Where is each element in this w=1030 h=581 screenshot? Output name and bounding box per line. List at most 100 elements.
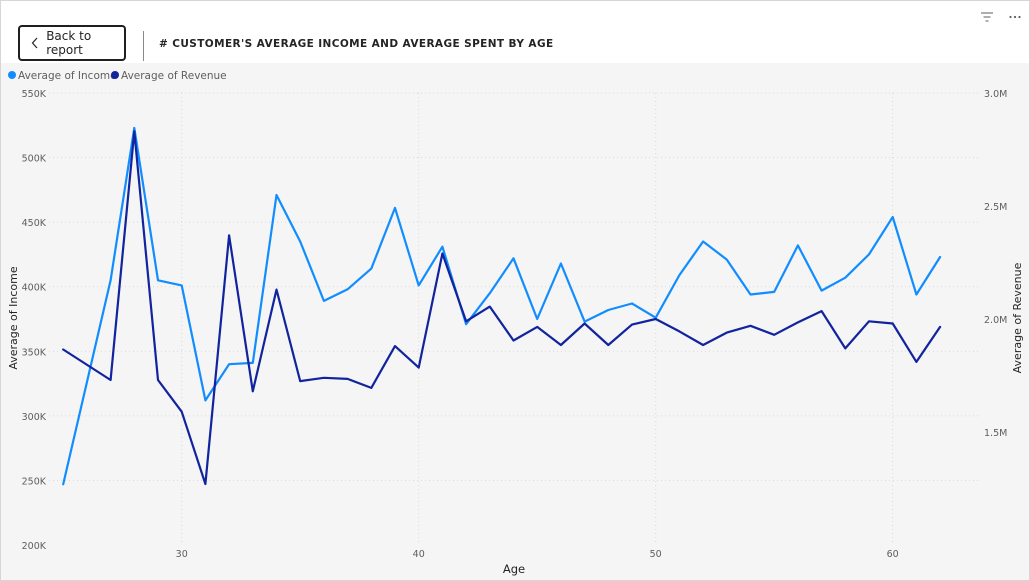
x-axis-title: Age xyxy=(503,562,525,576)
data-point-revenue[interactable] xyxy=(772,332,777,337)
data-point-revenue[interactable] xyxy=(440,251,445,256)
data-point-revenue[interactable] xyxy=(511,338,516,343)
data-point-income[interactable] xyxy=(487,291,492,296)
data-point-income[interactable] xyxy=(819,288,824,293)
data-point-income[interactable] xyxy=(321,298,326,303)
data-point-revenue[interactable] xyxy=(416,365,421,370)
data-point-income[interactable] xyxy=(890,214,895,219)
data-point-revenue[interactable] xyxy=(890,321,895,326)
data-point-revenue[interactable] xyxy=(179,409,184,414)
data-point-revenue[interactable] xyxy=(321,375,326,380)
y-right-tick-label: 2.5M xyxy=(984,202,1007,213)
x-tick-label: 30 xyxy=(176,549,188,560)
series-lines xyxy=(61,126,943,487)
series-line-income[interactable] xyxy=(62,126,942,486)
data-point-revenue[interactable] xyxy=(345,376,350,381)
data-point-income[interactable] xyxy=(772,289,777,294)
data-point-income[interactable] xyxy=(179,283,184,288)
grid-layer xyxy=(49,92,978,545)
data-point-revenue[interactable] xyxy=(748,323,753,328)
y-left-tick-labels: 200K 250K 300K 350K 400K 450K 500K 550K xyxy=(22,89,47,552)
y-left-axis-title: Average of Income xyxy=(7,266,20,369)
legend-label-revenue[interactable]: Average of Revenue xyxy=(121,70,227,82)
data-point-income[interactable] xyxy=(795,243,800,248)
data-point-revenue[interactable] xyxy=(724,330,729,335)
data-point-income[interactable] xyxy=(606,307,611,312)
data-point-revenue[interactable] xyxy=(914,359,919,364)
data-point-revenue[interactable] xyxy=(535,324,540,329)
data-point-income[interactable] xyxy=(274,193,279,198)
data-point-revenue[interactable] xyxy=(464,319,469,324)
data-point-revenue[interactable] xyxy=(298,379,303,384)
data-point-income[interactable] xyxy=(108,278,113,283)
x-tick-label: 40 xyxy=(413,549,425,560)
data-point-revenue[interactable] xyxy=(677,329,682,334)
x-tick-label: 60 xyxy=(887,549,899,560)
data-point-revenue[interactable] xyxy=(487,304,492,309)
data-point-income[interactable] xyxy=(369,266,374,271)
data-point-revenue[interactable] xyxy=(606,342,611,347)
y-right-tick-labels: 1.5M 2.0M 2.5M 3.0M xyxy=(984,89,1007,439)
data-point-income[interactable] xyxy=(535,317,540,322)
data-point-income[interactable] xyxy=(724,257,729,262)
data-point-income[interactable] xyxy=(440,244,445,249)
y-left-tick-label: 550K xyxy=(22,89,47,100)
data-point-revenue[interactable] xyxy=(203,481,208,486)
x-tick-labels: 30 40 50 60 xyxy=(176,549,899,560)
legend-label-income[interactable]: Average of Income xyxy=(18,70,117,82)
y-right-tick-label: 1.5M xyxy=(984,428,1007,439)
data-point-revenue[interactable] xyxy=(629,322,634,327)
y-left-tick-label: 300K xyxy=(22,412,47,423)
legend: Average of Income Average of Revenue xyxy=(8,70,227,82)
data-point-revenue[interactable] xyxy=(369,385,374,390)
data-point-income[interactable] xyxy=(250,360,255,365)
data-point-revenue[interactable] xyxy=(795,320,800,325)
data-point-revenue[interactable] xyxy=(274,287,279,292)
data-point-revenue[interactable] xyxy=(108,378,113,383)
data-point-revenue[interactable] xyxy=(156,378,161,383)
back-to-report-button[interactable]: Back to report xyxy=(18,25,126,61)
y-left-tick-label: 400K xyxy=(22,283,47,294)
data-point-income[interactable] xyxy=(227,362,232,367)
data-point-revenue[interactable] xyxy=(558,342,563,347)
data-point-revenue[interactable] xyxy=(61,347,66,352)
data-point-revenue[interactable] xyxy=(701,342,706,347)
legend-marker-income xyxy=(8,71,16,79)
data-point-income[interactable] xyxy=(866,252,871,257)
data-point-income[interactable] xyxy=(701,239,706,244)
data-point-income[interactable] xyxy=(298,239,303,244)
data-point-income[interactable] xyxy=(558,261,563,266)
data-point-income[interactable] xyxy=(393,205,398,210)
data-point-income[interactable] xyxy=(511,256,516,261)
data-point-income[interactable] xyxy=(629,301,634,306)
data-point-revenue[interactable] xyxy=(843,346,848,351)
focus-header: Back to report # CUSTOMER'S AVERAGE INCO… xyxy=(1,1,1029,63)
data-point-income[interactable] xyxy=(203,398,208,403)
data-point-revenue[interactable] xyxy=(819,309,824,314)
data-point-revenue[interactable] xyxy=(132,129,137,134)
data-point-income[interactable] xyxy=(416,283,421,288)
series-line-revenue[interactable] xyxy=(62,130,942,486)
data-point-income[interactable] xyxy=(843,275,848,280)
y-right-tick-label: 3.0M xyxy=(984,89,1007,100)
data-point-income[interactable] xyxy=(61,482,66,487)
data-point-revenue[interactable] xyxy=(393,344,398,349)
y-right-tick-label: 2.0M xyxy=(984,315,1007,326)
data-point-income[interactable] xyxy=(914,292,919,297)
filter-icon[interactable] xyxy=(979,9,995,23)
data-point-income[interactable] xyxy=(748,292,753,297)
data-point-income[interactable] xyxy=(156,278,161,283)
data-point-income[interactable] xyxy=(677,273,682,278)
data-point-income[interactable] xyxy=(345,287,350,292)
data-point-revenue[interactable] xyxy=(227,233,232,238)
data-point-revenue[interactable] xyxy=(938,324,943,329)
data-point-income[interactable] xyxy=(938,255,943,260)
data-point-revenue[interactable] xyxy=(250,389,255,394)
data-point-revenue[interactable] xyxy=(653,317,658,322)
y-left-tick-label: 500K xyxy=(22,154,47,165)
more-options-icon[interactable] xyxy=(1007,9,1023,23)
header-divider xyxy=(143,31,144,61)
data-point-revenue[interactable] xyxy=(866,319,871,324)
data-point-revenue[interactable] xyxy=(582,321,587,326)
